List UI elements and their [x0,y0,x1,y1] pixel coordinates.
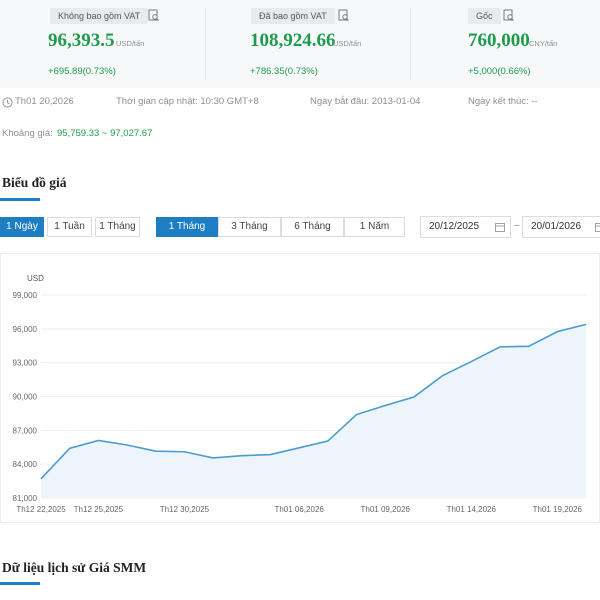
price-summary-panel: Không bao gồm VAT 96,393.5 USD/tấn +695.… [0,0,600,88]
price-value-excl-vat: 96,393.5 [48,30,115,51]
y-tick-label: 96,000 [13,325,38,334]
period-1-year-button[interactable]: 1 Năm [344,217,405,237]
period-1-month-button[interactable]: 1 Tháng [156,217,218,237]
x-tick-label: Th01 09,2026 [361,505,411,514]
end-date: Ngày kết thúc: -- [468,96,538,107]
date-from-input[interactable]: 20/12/2025 [420,216,511,238]
copy-search-icon[interactable] [503,9,515,22]
copy-search-icon[interactable] [148,9,160,22]
calendar-icon [495,223,505,232]
start-date: Ngày bắt đầu: 2013-01-04 [310,96,421,107]
period-3-months-button[interactable]: 3 Tháng [218,217,281,237]
history-section-title: Dữ liệu lịch sử Giá SMM [2,560,147,575]
calendar-icon [595,223,600,232]
y-tick-label: 81,000 [13,494,38,503]
date-to-value: 20/01/2026 [531,221,582,232]
y-tick-label: 99,000 [13,291,38,300]
price-unit-base: CNY/tấn [529,39,558,48]
chart-section-title: Biểu đồ giá [2,175,67,190]
price-value-base: 760,000 [468,30,530,51]
price-chart-svg: USD 81,000 84,000 87,000 90,000 93,000 96,000 9… [13,274,587,514]
copy-search-icon[interactable] [338,9,350,22]
clock-icon [2,97,13,108]
price-change-base: +5,000(0.66%) [468,66,531,77]
date-range-separator: – [514,220,520,231]
price-chart: USD 81,000 84,000 87,000 90,000 93,000 96,000 9… [0,253,600,523]
y-axis-label: USD [27,274,44,283]
period-6-months-button[interactable]: 6 Tháng [281,217,344,237]
x-tick-label: Th01 14,2026 [447,505,497,514]
price-tag-incl-vat: Đã bao gồm VAT [251,8,335,24]
x-tick-label: Th12 30,2025 [160,505,210,514]
price-card-excl-vat: Không bao gồm VAT 96,393.5 USD/tấn +695.… [0,8,200,80]
price-date: Th01 20,2026 [15,96,74,107]
price-unit-excl-vat: USD/tấn [116,39,145,48]
x-tick-label: Th01 06,2026 [274,505,324,514]
price-range-value: 95,759.33 ~ 97,027.67 [57,128,153,139]
price-card-base: Gốc 760,000 CNY/tấn +5,000(0.66%) [410,8,600,80]
y-tick-label: 84,000 [13,460,38,469]
price-card-incl-vat: Đã bao gồm VAT 108,924.66 USD/tấn +786.3… [205,8,405,80]
interval-1-week-button[interactable]: 1 Tuần [47,217,92,237]
price-change-excl-vat: +695.89(0.73%) [48,66,116,77]
x-tick-label: Th12 25,2025 [74,505,124,514]
series-area [41,324,586,498]
price-tag-base: Gốc [468,8,501,24]
interval-1-month-button[interactable]: 1 Tháng [95,217,140,237]
x-tick-label: Th01 19,2026 [533,505,583,514]
price-range-label: Khoảng giá: [2,128,53,139]
price-change-incl-vat: +786.35(0.73%) [250,66,318,77]
series-line [40,323,587,480]
section-underline [0,198,40,201]
y-tick-label: 87,000 [13,426,38,435]
price-value-incl-vat: 108,924.66 [250,30,336,51]
update-time: Thời gian cập nhật: 10:30 GMT+8 [116,96,259,107]
y-tick-label: 90,000 [13,393,38,402]
interval-1-day-button[interactable]: 1 Ngày [0,217,44,237]
x-tick-label: Th12 22,2025 [16,505,66,514]
date-from-value: 20/12/2025 [429,221,480,232]
price-unit-incl-vat: USD/tấn [333,39,362,48]
section-underline [0,582,40,585]
price-tag-excl-vat: Không bao gồm VAT [50,8,149,24]
date-to-input[interactable]: 20/01/2026 [522,216,600,238]
y-tick-label: 93,000 [13,359,38,368]
